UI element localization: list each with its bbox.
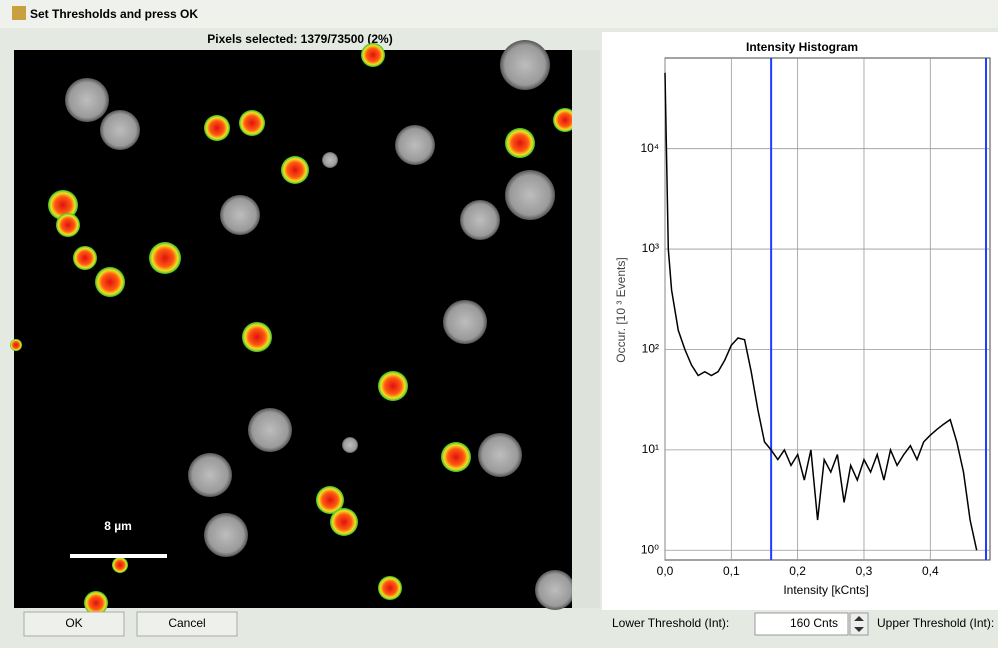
selected-cell	[48, 190, 78, 220]
x-tick-label: 0,4	[922, 564, 939, 578]
cell	[204, 513, 248, 557]
upper-label: Upper Threshold (Int):	[877, 616, 994, 630]
selected-cell	[316, 486, 344, 514]
histogram-line	[664, 72, 978, 551]
cell	[342, 437, 358, 453]
selected-cell	[281, 156, 309, 184]
selected-cell	[441, 442, 471, 472]
selected-cell	[112, 557, 128, 573]
window-title: Set Thresholds and press OK	[30, 7, 198, 21]
ok-button[interactable]	[23, 611, 125, 637]
image	[14, 50, 572, 608]
selected-cell	[95, 267, 125, 297]
selected-cell	[553, 108, 577, 132]
selected-cell	[84, 591, 108, 615]
selected-cell	[204, 115, 230, 141]
lower-label: Lower Threshold (Int):	[612, 616, 729, 630]
selected-cell	[239, 110, 265, 136]
selected-cell	[242, 322, 272, 352]
cancel-button[interactable]	[136, 611, 238, 637]
x-tick-label: 0,1	[723, 564, 740, 578]
title-bar	[0, 0, 998, 28]
cell	[500, 40, 550, 90]
cell	[220, 195, 260, 235]
x-label: Intensity [kCnts]	[783, 583, 868, 597]
cell	[322, 152, 338, 168]
hist-title: Intensity Histogram	[746, 40, 858, 54]
selected-cell	[505, 128, 535, 158]
cell	[505, 170, 555, 220]
y-tick-label: 10⁰	[641, 542, 659, 556]
y-label: Occur. [10 ³ Events]	[614, 257, 628, 362]
x-tick-label: 0,3	[856, 564, 873, 578]
x-tick-label: 0,0	[657, 564, 674, 578]
app-icon	[12, 6, 26, 20]
plot: 10⁰ 10¹ 10² 10³ 10⁴ 0,0 0,1 0,2 0,3 0,4	[640, 58, 990, 578]
lower-input[interactable]	[754, 612, 849, 636]
selected-cell	[149, 242, 181, 274]
selected-cell	[378, 371, 408, 401]
selected-cell	[56, 213, 80, 237]
selected-cell	[73, 246, 97, 270]
scale-label: 8 µm	[104, 519, 132, 533]
cell	[65, 78, 109, 122]
lower-value[interactable]: 160 Cnts	[790, 616, 838, 630]
cells	[10, 40, 577, 615]
cell	[100, 110, 140, 150]
pixels-header: Pixels selected: 1379/73500 (2%)	[207, 32, 392, 46]
spinner[interactable]	[849, 612, 869, 636]
selected-cell	[10, 339, 22, 351]
selected-cell	[330, 508, 358, 536]
histogram-panel	[602, 32, 998, 610]
y-tick-label: 10⁴	[640, 141, 659, 155]
spinner-arrows[interactable]	[854, 616, 864, 632]
cell	[188, 453, 232, 497]
selected-cell	[378, 576, 402, 600]
scroll-strip	[572, 50, 600, 608]
cancel-label[interactable]: Cancel	[168, 616, 205, 630]
cell	[535, 570, 575, 610]
y-tick-label: 10¹	[642, 442, 659, 456]
cell	[395, 125, 435, 165]
cell	[443, 300, 487, 344]
selected-cell	[361, 43, 385, 67]
x-tick-label: 0,2	[789, 564, 806, 578]
y-tick-label: 10³	[642, 241, 659, 255]
cell	[248, 408, 292, 452]
y-tick-label: 10²	[642, 342, 659, 356]
cell	[478, 433, 522, 477]
cell	[460, 200, 500, 240]
ok-label[interactable]: OK	[65, 616, 82, 630]
